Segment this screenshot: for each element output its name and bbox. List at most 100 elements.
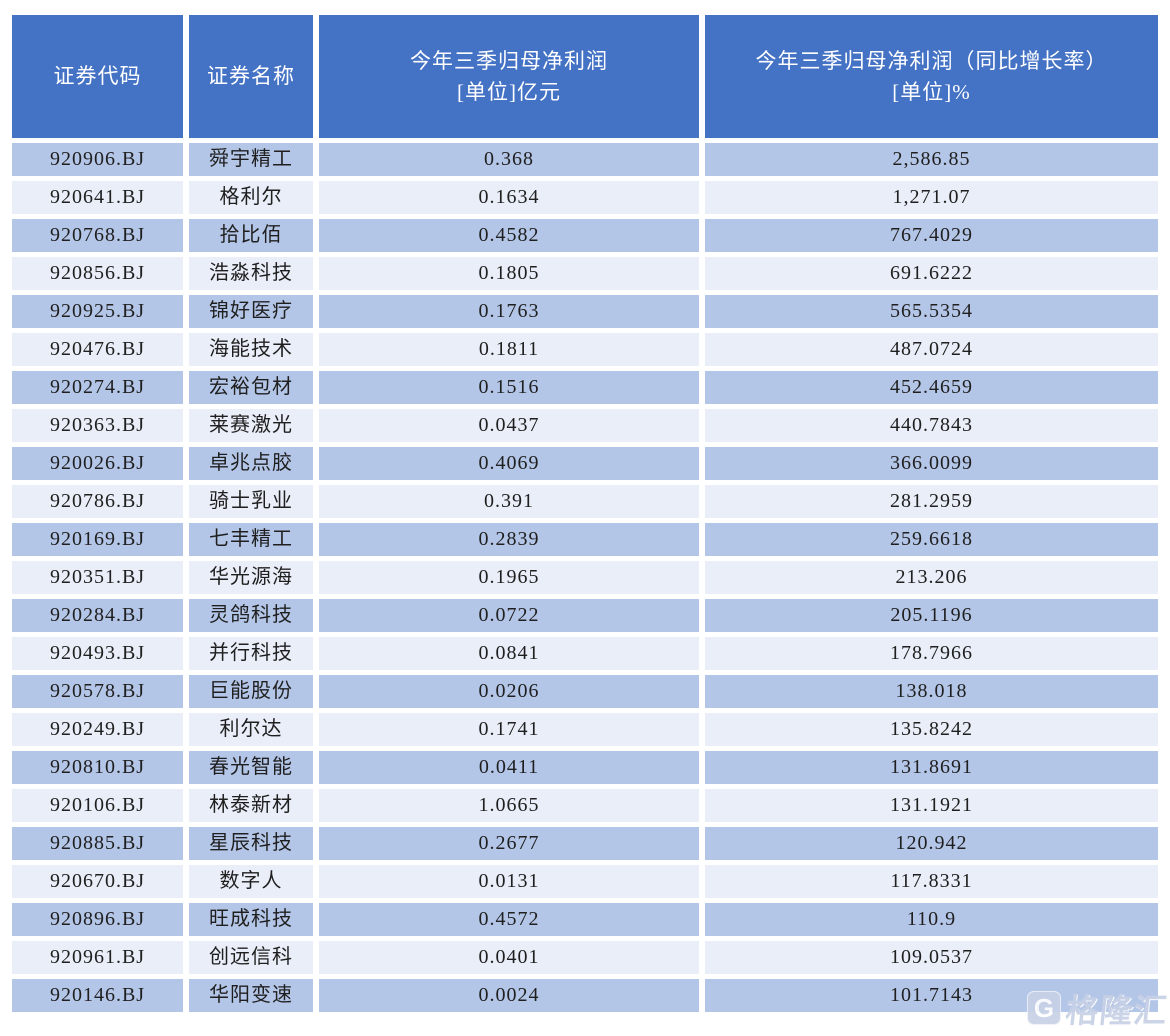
cell-growth: 135.8242 bbox=[705, 713, 1158, 746]
cell-growth: 767.4029 bbox=[705, 219, 1158, 252]
cell-name: 锦好医疗 bbox=[189, 295, 313, 328]
cell-growth: 366.0099 bbox=[705, 447, 1158, 480]
cell-profit: 0.2839 bbox=[319, 523, 699, 556]
cell-profit: 0.0206 bbox=[319, 675, 699, 708]
cell-code: 920670.BJ bbox=[12, 865, 183, 898]
cell-profit: 0.0401 bbox=[319, 941, 699, 974]
cell-code: 920249.BJ bbox=[12, 713, 183, 746]
column-header-profit-line2: [单位]亿元 bbox=[457, 79, 561, 104]
cell-code: 920106.BJ bbox=[12, 789, 183, 822]
cell-code: 920363.BJ bbox=[12, 409, 183, 442]
table-body: 920906.BJ 舜宇精工 0.368 2,586.85 920641.BJ … bbox=[12, 143, 1158, 1012]
cell-code: 920146.BJ bbox=[12, 979, 183, 1012]
table-row: 920961.BJ 创远信科 0.0401 109.0537 bbox=[12, 941, 1158, 974]
cell-profit: 0.0131 bbox=[319, 865, 699, 898]
cell-profit: 0.0024 bbox=[319, 979, 699, 1012]
cell-code: 920641.BJ bbox=[12, 181, 183, 214]
cell-name: 巨能股份 bbox=[189, 675, 313, 708]
cell-name: 创远信科 bbox=[189, 941, 313, 974]
page: 证券代码 证券名称 今年三季归母净利润 [单位]亿元 今年三季归母净利润（同比增… bbox=[0, 10, 1170, 1036]
cell-profit: 0.391 bbox=[319, 485, 699, 518]
table-row: 920856.BJ 浩淼科技 0.1805 691.6222 bbox=[12, 257, 1158, 290]
cell-profit: 1.0665 bbox=[319, 789, 699, 822]
cell-code: 920169.BJ bbox=[12, 523, 183, 556]
cell-growth: 213.206 bbox=[705, 561, 1158, 594]
column-header-name: 证券名称 bbox=[189, 15, 313, 138]
cell-profit: 0.1763 bbox=[319, 295, 699, 328]
table-row: 920026.BJ 卓兆点胶 0.4069 366.0099 bbox=[12, 447, 1158, 480]
cell-profit: 0.1741 bbox=[319, 713, 699, 746]
cell-profit: 0.1965 bbox=[319, 561, 699, 594]
column-header-code: 证券代码 bbox=[12, 15, 183, 138]
cell-name: 利尔达 bbox=[189, 713, 313, 746]
header-row: 证券代码 证券名称 今年三季归母净利润 [单位]亿元 今年三季归母净利润（同比增… bbox=[12, 15, 1158, 138]
cell-name: 旺成科技 bbox=[189, 903, 313, 936]
column-header-growth-line1: 今年三季归母净利润（同比增长率） bbox=[755, 48, 1108, 73]
table-row: 920768.BJ 拾比佰 0.4582 767.4029 bbox=[12, 219, 1158, 252]
cell-name: 舜宇精工 bbox=[189, 143, 313, 176]
column-header-profit-line1: 今年三季归母净利润 bbox=[410, 48, 608, 73]
cell-code: 920476.BJ bbox=[12, 333, 183, 366]
table-row: 920896.BJ 旺成科技 0.4572 110.9 bbox=[12, 903, 1158, 936]
cell-growth: 1,271.07 bbox=[705, 181, 1158, 214]
cell-growth: 281.2959 bbox=[705, 485, 1158, 518]
securities-table: 证券代码 证券名称 今年三季归母净利润 [单位]亿元 今年三季归母净利润（同比增… bbox=[6, 10, 1164, 1017]
cell-name: 并行科技 bbox=[189, 637, 313, 670]
column-header-growth: 今年三季归母净利润（同比增长率） [单位]% bbox=[705, 15, 1158, 138]
table-row: 920106.BJ 林泰新材 1.0665 131.1921 bbox=[12, 789, 1158, 822]
table-row: 920284.BJ 灵鸽科技 0.0722 205.1196 bbox=[12, 599, 1158, 632]
cell-code: 920274.BJ bbox=[12, 371, 183, 404]
cell-growth: 138.018 bbox=[705, 675, 1158, 708]
table-row: 920249.BJ 利尔达 0.1741 135.8242 bbox=[12, 713, 1158, 746]
cell-growth: 131.1921 bbox=[705, 789, 1158, 822]
cell-growth: 131.8691 bbox=[705, 751, 1158, 784]
table-row: 920885.BJ 星辰科技 0.2677 120.942 bbox=[12, 827, 1158, 860]
cell-growth: 117.8331 bbox=[705, 865, 1158, 898]
cell-growth: 178.7966 bbox=[705, 637, 1158, 670]
cell-growth: 109.0537 bbox=[705, 941, 1158, 974]
cell-code: 920284.BJ bbox=[12, 599, 183, 632]
cell-profit: 0.4582 bbox=[319, 219, 699, 252]
column-header-growth-line2: [单位]% bbox=[892, 79, 971, 104]
cell-profit: 0.4069 bbox=[319, 447, 699, 480]
column-header-profit: 今年三季归母净利润 [单位]亿元 bbox=[319, 15, 699, 138]
cell-code: 920786.BJ bbox=[12, 485, 183, 518]
cell-profit: 0.368 bbox=[319, 143, 699, 176]
cell-name: 海能技术 bbox=[189, 333, 313, 366]
cell-name: 卓兆点胶 bbox=[189, 447, 313, 480]
cell-name: 拾比佰 bbox=[189, 219, 313, 252]
table-header: 证券代码 证券名称 今年三季归母净利润 [单位]亿元 今年三季归母净利润（同比增… bbox=[12, 15, 1158, 138]
cell-name: 宏裕包材 bbox=[189, 371, 313, 404]
cell-growth: 110.9 bbox=[705, 903, 1158, 936]
column-header-name-line1: 证券名称 bbox=[207, 64, 295, 88]
cell-profit: 0.0411 bbox=[319, 751, 699, 784]
cell-growth: 205.1196 bbox=[705, 599, 1158, 632]
table-row: 920906.BJ 舜宇精工 0.368 2,586.85 bbox=[12, 143, 1158, 176]
cell-profit: 0.0841 bbox=[319, 637, 699, 670]
cell-name: 林泰新材 bbox=[189, 789, 313, 822]
cell-name: 星辰科技 bbox=[189, 827, 313, 860]
table-row: 920810.BJ 春光智能 0.0411 131.8691 bbox=[12, 751, 1158, 784]
table-row: 920578.BJ 巨能股份 0.0206 138.018 bbox=[12, 675, 1158, 708]
cell-growth: 259.6618 bbox=[705, 523, 1158, 556]
cell-code: 920810.BJ bbox=[12, 751, 183, 784]
cell-code: 920351.BJ bbox=[12, 561, 183, 594]
table-row: 920274.BJ 宏裕包材 0.1516 452.4659 bbox=[12, 371, 1158, 404]
table-row: 920363.BJ 莱赛激光 0.0437 440.7843 bbox=[12, 409, 1158, 442]
cell-growth: 452.4659 bbox=[705, 371, 1158, 404]
cell-name: 七丰精工 bbox=[189, 523, 313, 556]
cell-name: 华光源海 bbox=[189, 561, 313, 594]
cell-name: 华阳变速 bbox=[189, 979, 313, 1012]
cell-name: 格利尔 bbox=[189, 181, 313, 214]
cell-growth: 691.6222 bbox=[705, 257, 1158, 290]
cell-code: 920768.BJ bbox=[12, 219, 183, 252]
cell-name: 数字人 bbox=[189, 865, 313, 898]
cell-code: 920026.BJ bbox=[12, 447, 183, 480]
cell-name: 春光智能 bbox=[189, 751, 313, 784]
table-row: 920670.BJ 数字人 0.0131 117.8331 bbox=[12, 865, 1158, 898]
cell-profit: 0.4572 bbox=[319, 903, 699, 936]
cell-code: 920906.BJ bbox=[12, 143, 183, 176]
cell-name: 骑士乳业 bbox=[189, 485, 313, 518]
table-row: 920641.BJ 格利尔 0.1634 1,271.07 bbox=[12, 181, 1158, 214]
cell-growth: 2,586.85 bbox=[705, 143, 1158, 176]
